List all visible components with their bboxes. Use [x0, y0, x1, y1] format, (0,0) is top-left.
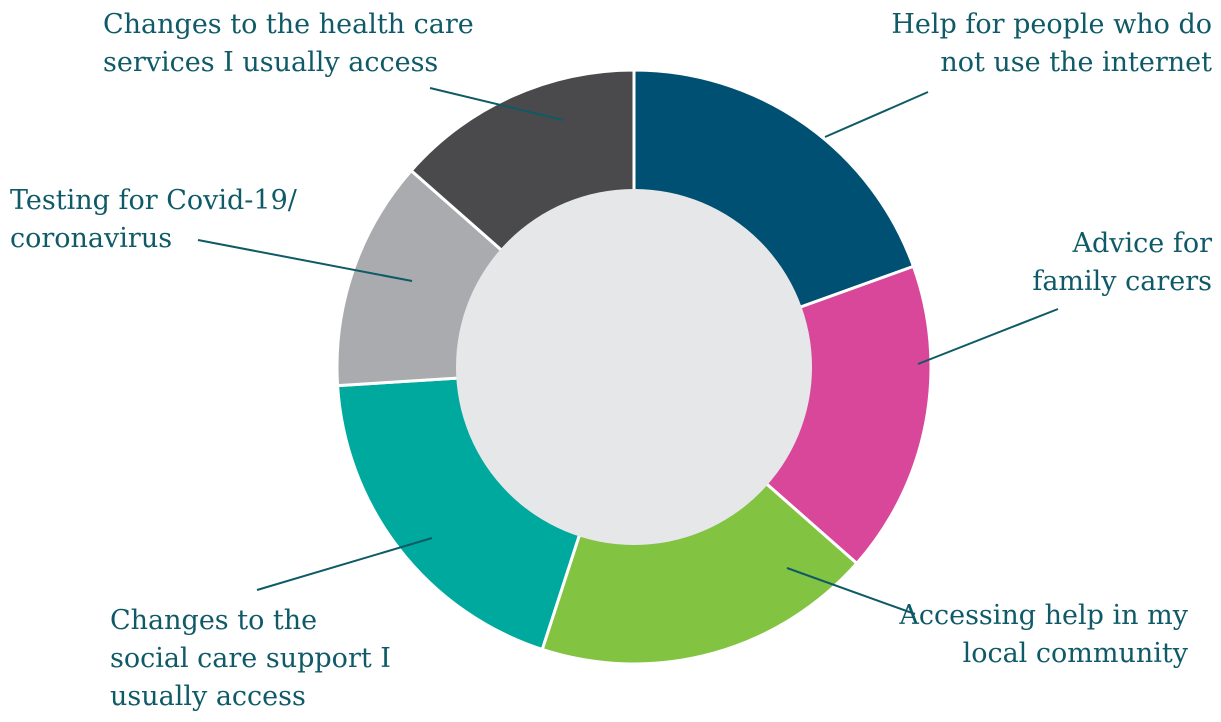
slice-label-1-line-1: Help for people who do — [891, 9, 1212, 40]
leader-line-2 — [917, 308, 1059, 365]
slice-label-2-line-2: family carers — [1032, 266, 1212, 297]
leader-line-5 — [197, 239, 413, 282]
leader-line-3 — [786, 567, 916, 615]
slice-label-5: Testing for Covid-19/coronavirus — [10, 185, 298, 254]
slice-label-4-line-2: social care support I — [110, 643, 391, 674]
leader-line-6 — [429, 87, 564, 121]
leader-lines — [197, 87, 1059, 615]
leader-line-1 — [824, 91, 929, 138]
slice-label-3-line-1: Accessing help in my — [898, 600, 1188, 631]
slice-label-2-line-1: Advice for — [1071, 228, 1212, 259]
slice-label-2: Advice for family carers — [1032, 228, 1212, 297]
slice-label-5-line-1: Testing for Covid-19/ — [10, 185, 298, 216]
slice-label-1: Help for people who do not use the intern… — [891, 9, 1212, 78]
slice-label-6-line-1: Changes to the health care — [103, 9, 474, 40]
slice-label-6-line-2: services I usually access — [103, 47, 438, 78]
slice-label-6: Changes to the health care services I usu… — [103, 9, 474, 78]
slice-label-4: Changes to the social care support I usual… — [110, 605, 391, 712]
slice-label-1-line-2: not use the internet — [940, 47, 1212, 78]
slice-label-5-line-2: coronavirus — [10, 223, 172, 254]
slice-labels: Help for people who do not use the intern… — [10, 9, 1212, 712]
slice-label-3: Accessing help in my local community — [898, 600, 1188, 669]
slice-label-4-line-3: usually access — [110, 681, 306, 712]
slice-label-4-line-1: Changes to the — [110, 605, 317, 636]
donut-center — [456, 189, 812, 545]
slice-label-3-line-2: local community — [963, 638, 1189, 669]
leader-line-4 — [256, 537, 433, 591]
